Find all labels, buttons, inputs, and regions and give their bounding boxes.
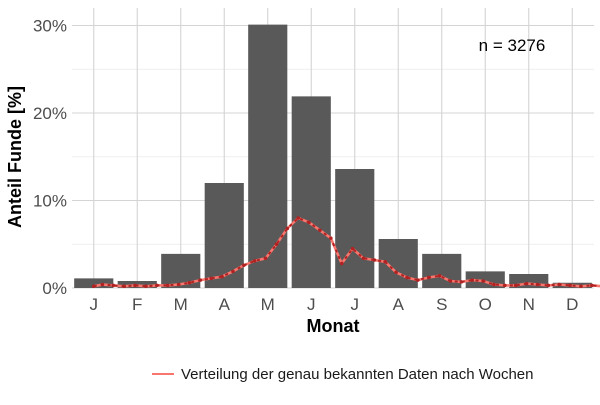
x-tick-label: A: [219, 295, 231, 314]
line-point: [535, 282, 540, 287]
line-point: [524, 281, 529, 286]
line-point: [557, 282, 561, 287]
line-point: [503, 283, 507, 288]
x-tick-label: J: [307, 295, 316, 314]
y-tick-label: 30%: [33, 17, 67, 36]
line-point: [361, 256, 366, 261]
y-tick-label: 0%: [42, 279, 67, 298]
line-point: [155, 283, 159, 288]
y-tick-label: 20%: [33, 104, 67, 123]
line-point: [285, 226, 290, 231]
line-point: [318, 228, 322, 233]
bar: [335, 169, 375, 288]
line-point: [252, 259, 257, 263]
line-point: [590, 283, 594, 288]
line-point: [568, 283, 572, 288]
y-axis-title: Anteil Funde [%]: [5, 86, 25, 228]
line-point: [231, 269, 235, 274]
line-point: [263, 256, 268, 261]
legend-label: Verteilung der genau bekannten Daten nac…: [181, 366, 534, 383]
line-point: [513, 283, 518, 288]
line-point: [296, 216, 301, 220]
line-point: [307, 220, 311, 225]
line-point: [176, 282, 181, 287]
x-tick-label: A: [393, 295, 405, 314]
line-point: [209, 276, 213, 281]
legend: Verteilung der genau bekannten Daten nac…: [152, 366, 534, 383]
line-point: [242, 263, 246, 268]
line-point: [579, 284, 583, 289]
bars-layer: [74, 24, 592, 288]
line-point: [220, 274, 224, 279]
x-tick-label: O: [479, 295, 492, 314]
line-point: [426, 275, 431, 280]
line-point: [416, 278, 420, 282]
x-tick-label: J: [90, 295, 99, 314]
x-tick-label: M: [174, 295, 188, 314]
x-tick-label: F: [132, 295, 142, 314]
bar: [74, 278, 114, 288]
line-point: [492, 282, 496, 287]
line-point: [133, 283, 137, 288]
line-point: [91, 284, 96, 289]
line-point: [470, 278, 475, 282]
bar: [422, 253, 462, 288]
x-tick-label: N: [523, 295, 535, 314]
ticks-layer: 0% 10% 20% 30% J F M A M J J A S O N D: [33, 17, 578, 315]
line-point: [350, 246, 355, 251]
x-tick-label: D: [566, 295, 578, 314]
line-point: [122, 284, 126, 289]
line-layer: [91, 216, 600, 289]
x-tick-label: M: [261, 295, 275, 314]
line-point: [165, 283, 170, 288]
line-point: [100, 282, 105, 287]
line-point: [459, 280, 464, 284]
line-point: [394, 270, 398, 275]
bar: [291, 96, 331, 288]
line-point: [329, 236, 333, 240]
line-point: [383, 259, 388, 264]
x-tick-label: S: [436, 295, 447, 314]
line-point: [481, 279, 485, 283]
bar: [378, 239, 418, 288]
line-point: [405, 275, 409, 280]
line-point: [198, 278, 203, 282]
line-point: [144, 284, 148, 289]
bar: [248, 24, 288, 288]
x-axis-title: Monat: [307, 316, 360, 336]
line-point: [546, 283, 551, 288]
line-point: [437, 273, 442, 278]
line-point: [111, 283, 116, 288]
sample-size-annotation: n = 3276: [479, 36, 546, 55]
x-tick-label: J: [351, 295, 360, 314]
line-point: [187, 280, 192, 285]
bar: [204, 183, 244, 288]
line-point: [274, 242, 279, 247]
y-tick-label: 10%: [33, 192, 67, 211]
line-point: [339, 261, 344, 266]
line-point: [448, 279, 453, 283]
line-point: [372, 258, 377, 262]
